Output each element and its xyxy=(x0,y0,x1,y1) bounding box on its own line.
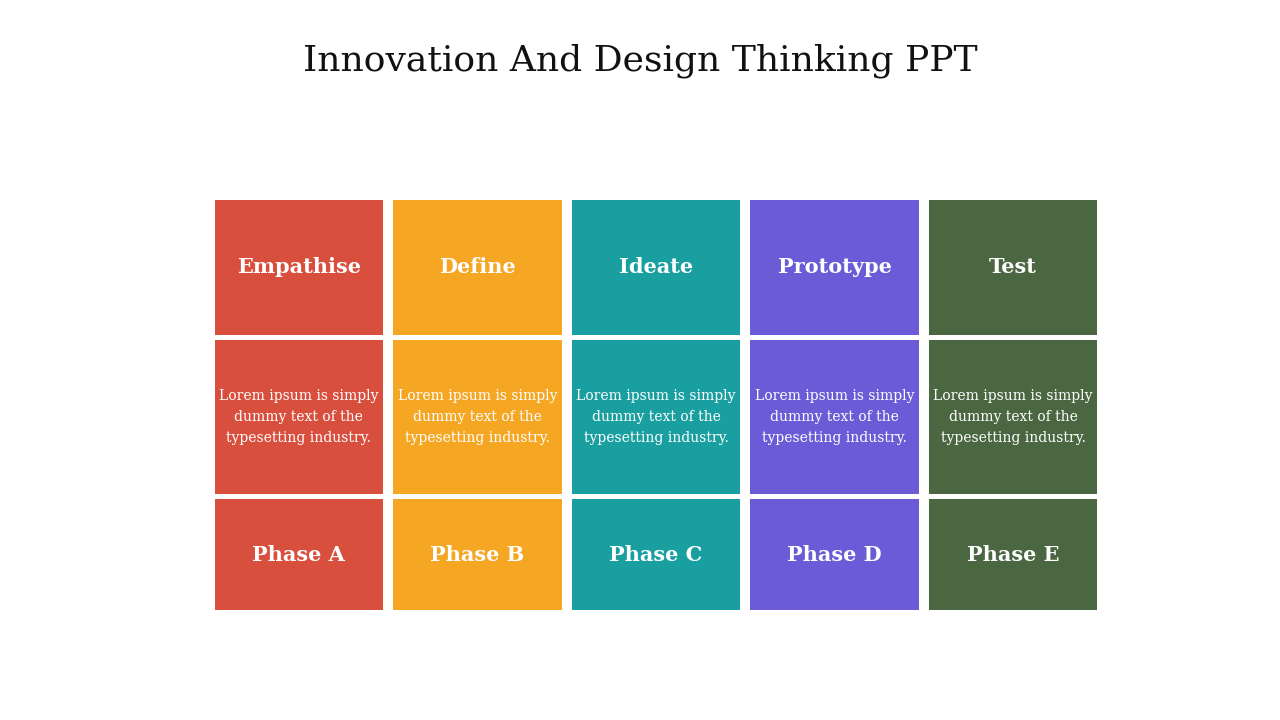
Text: Empathise: Empathise xyxy=(237,257,361,277)
FancyBboxPatch shape xyxy=(572,499,740,611)
Text: Phase E: Phase E xyxy=(966,545,1060,564)
FancyBboxPatch shape xyxy=(215,499,383,611)
FancyBboxPatch shape xyxy=(215,200,383,335)
Text: Lorem ipsum is simply
dummy text of the
typesetting industry.: Lorem ipsum is simply dummy text of the … xyxy=(755,390,914,444)
FancyBboxPatch shape xyxy=(393,341,562,494)
FancyBboxPatch shape xyxy=(572,341,740,494)
FancyBboxPatch shape xyxy=(750,200,919,335)
Text: Phase C: Phase C xyxy=(609,545,703,564)
FancyBboxPatch shape xyxy=(929,200,1097,335)
Text: Lorem ipsum is simply
dummy text of the
typesetting industry.: Lorem ipsum is simply dummy text of the … xyxy=(219,390,379,444)
Text: Define: Define xyxy=(439,257,516,277)
FancyBboxPatch shape xyxy=(929,341,1097,494)
Text: Phase D: Phase D xyxy=(787,545,882,564)
Text: Test: Test xyxy=(989,257,1037,277)
FancyBboxPatch shape xyxy=(393,200,562,335)
Text: Lorem ipsum is simply
dummy text of the
typesetting industry.: Lorem ipsum is simply dummy text of the … xyxy=(933,390,1093,444)
Text: Innovation And Design Thinking PPT: Innovation And Design Thinking PPT xyxy=(302,44,978,78)
Text: Phase A: Phase A xyxy=(252,545,346,564)
FancyBboxPatch shape xyxy=(750,499,919,611)
FancyBboxPatch shape xyxy=(393,499,562,611)
FancyBboxPatch shape xyxy=(929,499,1097,611)
Text: Lorem ipsum is simply
dummy text of the
typesetting industry.: Lorem ipsum is simply dummy text of the … xyxy=(576,390,736,444)
Text: Phase B: Phase B xyxy=(430,545,525,564)
Text: Lorem ipsum is simply
dummy text of the
typesetting industry.: Lorem ipsum is simply dummy text of the … xyxy=(398,390,557,444)
Text: Ideate: Ideate xyxy=(620,257,692,277)
FancyBboxPatch shape xyxy=(750,341,919,494)
FancyBboxPatch shape xyxy=(215,341,383,494)
FancyBboxPatch shape xyxy=(572,200,740,335)
Text: Prototype: Prototype xyxy=(778,257,891,277)
